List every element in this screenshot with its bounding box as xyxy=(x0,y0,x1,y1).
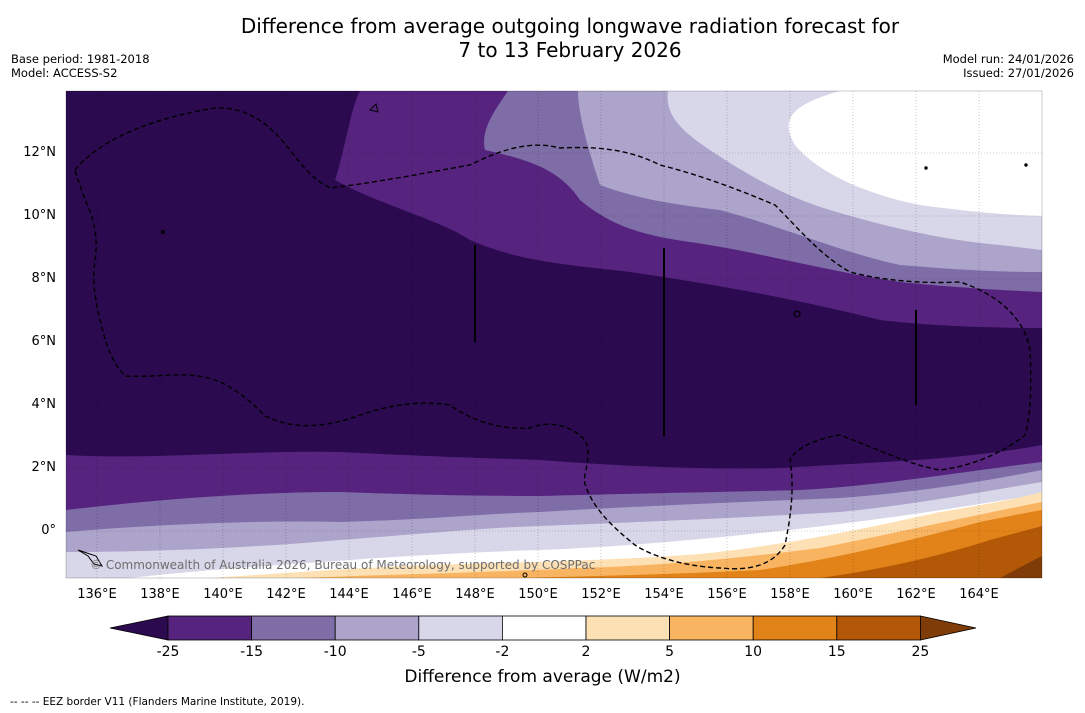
lat-label-2n: 2°N xyxy=(31,460,57,475)
band-neg2-pos2-north xyxy=(788,91,1042,216)
lon-label-160e: 160°E xyxy=(833,587,873,602)
colorbar xyxy=(109,615,977,641)
lat-label-8n: 8°N xyxy=(31,271,57,286)
cbar-swatch-pos5-pos10 xyxy=(669,615,754,641)
cbar-tick-neg25: -25 xyxy=(156,644,180,660)
lon-label-140e: 140°E xyxy=(203,587,243,602)
model-name: Model: ACCESS-S2 xyxy=(11,66,118,80)
issued-date: Issued: 27/01/2026 xyxy=(963,66,1074,80)
lon-label-138e: 138°E xyxy=(140,587,180,602)
cbar-tick-pos25: 25 xyxy=(911,644,930,660)
base-period: Base period: 1981-2018 xyxy=(11,52,150,66)
band-pos10-pos15 xyxy=(520,510,1042,578)
cbar-swatch-pos10-pos15 xyxy=(752,615,838,641)
lon-label-144e: 144°E xyxy=(329,587,369,602)
map-frame xyxy=(65,90,1043,579)
lat-label-12n: 12°N xyxy=(23,145,56,160)
cbar-swatch-pos2-pos5 xyxy=(585,615,670,641)
cbar-tick-neg15: -15 xyxy=(240,644,264,660)
lon-label-164e: 164°E xyxy=(959,587,999,602)
model-run: Model run: 24/01/2026 xyxy=(942,52,1074,66)
lon-label-142e: 142°E xyxy=(266,587,306,602)
lon-label-162e: 162°E xyxy=(896,587,936,602)
meta-right: Model run: 24/01/2026 Issued: 27/01/2026 xyxy=(943,52,1074,80)
map-title: Difference from average outgoing longwav… xyxy=(0,14,1085,62)
eez-legend: -- -- -- EEZ border V11 (Flanders Marine… xyxy=(10,696,305,708)
cbar-tick-pos2: 2 xyxy=(581,644,591,660)
colorbar-title: Difference from average (W/m2) xyxy=(404,667,681,687)
forecast-field xyxy=(66,91,1042,578)
lon-label-150e: 150°E xyxy=(518,587,558,602)
cbar-tick-pos5: 5 xyxy=(665,644,675,660)
cbar-swatch-pos15-pos25 xyxy=(836,615,921,641)
cbar-swatch-neg5-neg2 xyxy=(418,615,503,641)
lon-label-154e: 154°E xyxy=(644,587,684,602)
eez-border xyxy=(74,107,1032,570)
cbar-swatch-lt-25 xyxy=(109,615,169,641)
lon-label-146e: 146°E xyxy=(392,587,432,602)
cbar-swatch-neg15-neg10 xyxy=(251,615,336,641)
cbar-tick-neg2: -2 xyxy=(495,644,510,660)
cbar-swatch-neg25-neg15 xyxy=(167,615,252,641)
meta-left: Base period: 1981-2018 Model: ACCESS-S2 xyxy=(11,52,150,80)
gridlines xyxy=(66,91,1042,578)
lat-label-10n: 10°N xyxy=(23,208,56,223)
lat-label-6n: 6°N xyxy=(31,334,57,349)
band-gt25 xyxy=(1000,556,1042,578)
cbar-swatch-neg10-neg5 xyxy=(334,615,420,641)
title-line-2: 7 to 13 February 2026 xyxy=(458,38,682,62)
lon-label-152e: 152°E xyxy=(581,587,621,602)
copyright-notice: © Commonwealth of Australia 2026, Bureau… xyxy=(90,558,596,572)
cbar-tick-neg10: -10 xyxy=(323,644,347,660)
title-line-1: Difference from average outgoing longwav… xyxy=(240,14,900,38)
cbar-swatch-neg2-pos2 xyxy=(501,615,587,641)
lon-label-148e: 148°E xyxy=(455,587,495,602)
lat-label-0: 0° xyxy=(41,523,56,538)
band-pos15-pos25 xyxy=(820,526,1042,578)
lon-label-136e: 136°E xyxy=(77,587,117,602)
lon-label-158e: 158°E xyxy=(770,587,810,602)
cbar-swatch-gt25 xyxy=(920,615,977,641)
island-outlines xyxy=(77,103,1028,578)
lon-label-156e: 156°E xyxy=(707,587,747,602)
cbar-tick-pos15: 15 xyxy=(827,644,846,660)
lat-label-4n: 4°N xyxy=(31,397,57,412)
cbar-tick-neg5: -5 xyxy=(411,644,426,660)
cbar-tick-pos10: 10 xyxy=(744,644,763,660)
